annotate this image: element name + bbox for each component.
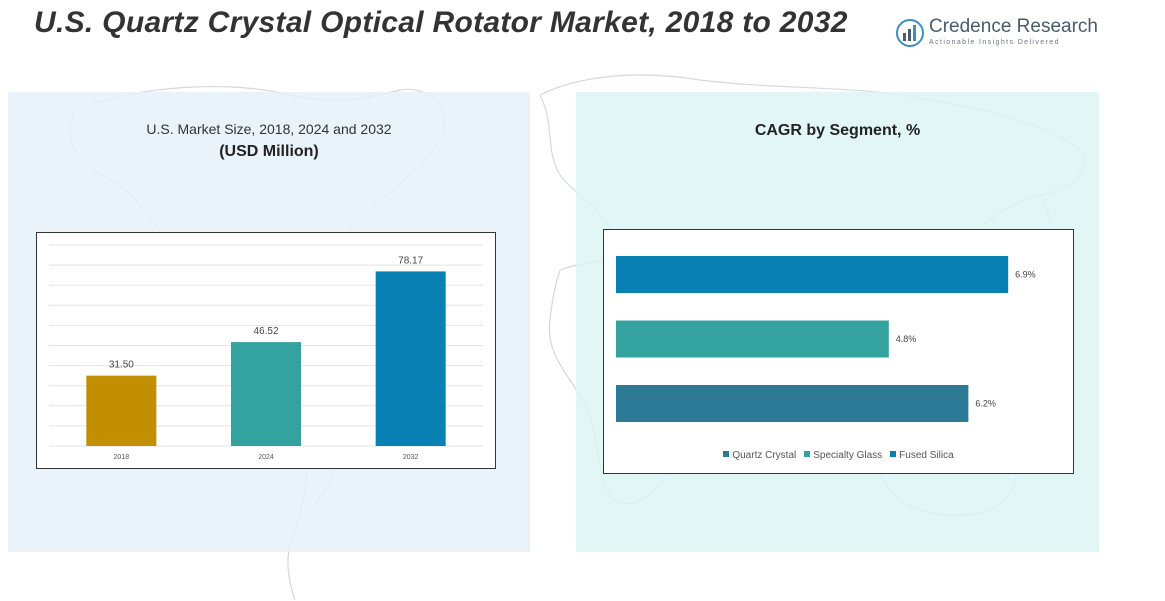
logo-icon xyxy=(896,19,924,47)
legend-item: Quartz Crystal xyxy=(723,450,796,461)
brand-name: Credence Research xyxy=(929,16,1098,37)
legend-swatch xyxy=(723,451,730,457)
market-size-unit-label: (USD Million) xyxy=(219,143,319,160)
x-tick-label: 2024 xyxy=(258,454,274,461)
brand-logo: Credence Research Actionable Insights De… xyxy=(895,14,1098,54)
page-title: U.S. Quartz Crystal Optical Rotator Mark… xyxy=(34,6,848,39)
market-size-chart-svg: 31.50 2018 46.52 2024 78.17 2032 xyxy=(49,244,483,461)
cagr-chart-title: CAGR by Segment, % xyxy=(754,122,921,139)
market-size-bar-chart: 31.50 2018 46.52 2024 78.17 2032 xyxy=(36,232,496,469)
cagr-legend: Quartz Crystal Specialty Glass Fused Silic… xyxy=(604,450,1073,461)
legend-label: Quartz Crystal xyxy=(732,450,797,461)
bar-value-label: 78.17 xyxy=(398,255,423,266)
legend-item: Fused Silica xyxy=(890,450,954,461)
legend-item: Specialty Glass xyxy=(804,450,882,461)
legend-swatch xyxy=(804,451,811,457)
legend-label: Fused Silica xyxy=(899,450,954,461)
cagr-chart-svg: 6.9% 4.8% 6.2% xyxy=(616,256,1036,422)
legend-label: Specialty Glass xyxy=(813,450,883,461)
cagr-bar-fused-silica xyxy=(616,385,969,422)
cagr-value-label: 6.9% xyxy=(1015,270,1036,280)
brand-tagline: Actionable Insights Delivered xyxy=(929,39,1060,46)
bar-2032 xyxy=(375,271,446,446)
cagr-bar-specialty-glass xyxy=(616,320,889,358)
market-size-chart-title: U.S. Market Size, 2018, 2024 and 2032 xyxy=(146,121,392,137)
cagr-value-label: 4.8% xyxy=(896,334,917,344)
bar-2024 xyxy=(231,342,301,446)
cagr-bar-chart: 6.9% 4.8% 6.2% Quartz Crystal Specialty Gla… xyxy=(603,229,1074,474)
bar-2018 xyxy=(86,375,157,446)
legend-swatch xyxy=(890,451,897,457)
bar-value-label: 46.52 xyxy=(253,326,278,337)
bar-value-label: 31.50 xyxy=(109,360,134,371)
x-tick-label: 2032 xyxy=(403,454,419,461)
x-tick-label: 2018 xyxy=(114,454,130,461)
cagr-value-label: 6.2% xyxy=(975,399,996,409)
cagr-bar-quartz-crystal xyxy=(616,256,1009,293)
